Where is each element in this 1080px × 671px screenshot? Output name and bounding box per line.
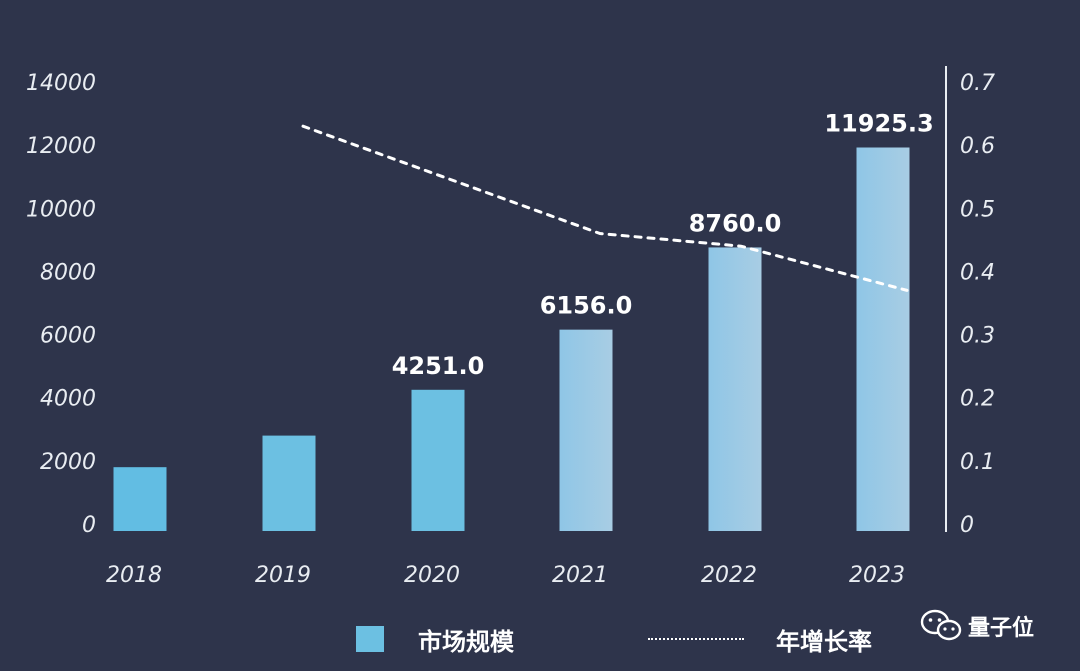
y-axis-left: 0 2000 4000 6000 8000 10000 12000 14000 [26,71,96,538]
bar-2023 [856,147,910,532]
y-left-tick-label: 4000 [40,387,96,412]
legend-label-market-size: 市场规模 [418,628,514,656]
y-right-tick-label: 0.6 [960,134,995,159]
data-labels: 4251.0 6156.0 8760.0 11925.3 [392,110,934,380]
y-right-tick-label: 0 [960,513,974,538]
y-left-tick-label: 10000 [26,197,96,222]
y-right-tick-label: 0.4 [960,260,995,285]
bar-2018 [113,467,167,531]
y-right-tick-label: 0.5 [960,197,995,222]
y-left-tick-label: 0 [82,513,96,538]
bar-2021 [559,329,613,531]
data-label-2021: 6156.0 [540,292,633,320]
wechat-icon [920,609,962,641]
data-label-2020: 4251.0 [392,352,485,380]
y-left-tick-label: 6000 [40,324,96,349]
y-right-tick-label: 0.2 [960,387,995,412]
data-label-2022: 8760.0 [689,209,782,237]
bar-series [113,147,910,532]
x-tick-label: 2018 [106,563,162,588]
y-left-tick-label: 12000 [26,134,96,159]
bar-2019 [262,435,316,531]
legend-swatch-market-size [356,626,384,652]
y-left-tick-label: 14000 [26,71,96,96]
y-right-tick-label: 0.7 [960,71,995,96]
x-tick-label: 2020 [404,563,460,588]
growth-line-series [301,124,909,292]
chart-area: 0 2000 4000 6000 8000 10000 12000 14000 0 0.1 0.2… [26,66,995,588]
y-left-tick-label: 2000 [40,450,96,475]
x-tick-label: 2021 [552,563,608,588]
y-right-tick-label: 0.1 [960,450,995,475]
bar-2022 [708,247,762,532]
watermark: 量子位 [920,608,1034,644]
y-axis-right: 0 0.1 0.2 0.3 0.4 0.5 0.6 0.7 [945,66,995,538]
data-label-2023: 11925.3 [824,110,933,138]
legend-swatch-growth-rate [648,638,744,640]
watermark-text: 量子位 [968,616,1035,641]
x-tick-label: 2019 [255,563,311,588]
x-tick-label: 2023 [849,563,905,588]
y-left-tick-label: 8000 [40,260,96,285]
y-right-tick-label: 0.3 [960,324,995,349]
bar-2020 [411,389,465,531]
x-tick-label: 2022 [701,563,757,588]
legend: 市场规模 年增长率 [0,612,1080,662]
x-axis: 2018 2019 2020 2021 2022 2023 [106,563,905,588]
legend-label-growth-rate: 年增长率 [776,628,872,656]
growth-rate-line [301,124,909,292]
